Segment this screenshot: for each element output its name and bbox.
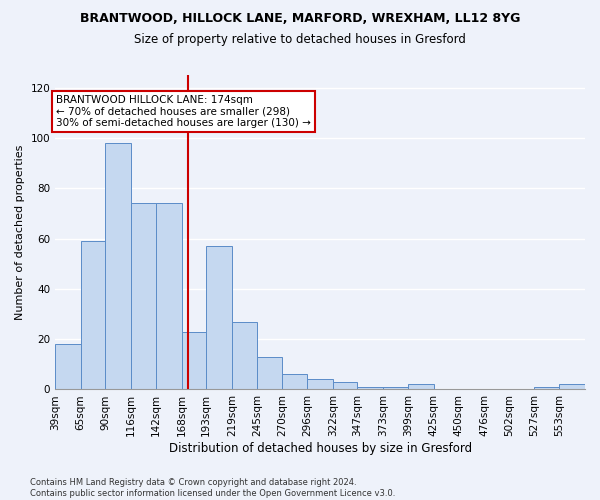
Text: Contains HM Land Registry data © Crown copyright and database right 2024.
Contai: Contains HM Land Registry data © Crown c…	[30, 478, 395, 498]
Bar	[131, 204, 156, 390]
Bar	[383, 387, 409, 390]
Bar	[559, 384, 585, 390]
Text: BRANTWOOD HILLOCK LANE: 174sqm
← 70% of detached houses are smaller (298)
30% of: BRANTWOOD HILLOCK LANE: 174sqm ← 70% of …	[56, 95, 311, 128]
Bar	[156, 204, 182, 390]
Bar	[257, 357, 282, 390]
Text: BRANTWOOD, HILLOCK LANE, MARFORD, WREXHAM, LL12 8YG: BRANTWOOD, HILLOCK LANE, MARFORD, WREXHA…	[80, 12, 520, 26]
X-axis label: Distribution of detached houses by size in Gresford: Distribution of detached houses by size …	[169, 442, 472, 455]
Bar	[105, 143, 131, 390]
Bar	[206, 246, 232, 390]
Bar	[333, 382, 358, 390]
Bar	[409, 384, 434, 390]
Bar	[358, 387, 383, 390]
Bar	[55, 344, 80, 390]
Bar	[282, 374, 307, 390]
Bar	[232, 322, 257, 390]
Bar	[182, 332, 206, 390]
Bar	[307, 380, 333, 390]
Y-axis label: Number of detached properties: Number of detached properties	[15, 144, 25, 320]
Bar	[80, 241, 105, 390]
Bar	[534, 387, 559, 390]
Text: Size of property relative to detached houses in Gresford: Size of property relative to detached ho…	[134, 32, 466, 46]
